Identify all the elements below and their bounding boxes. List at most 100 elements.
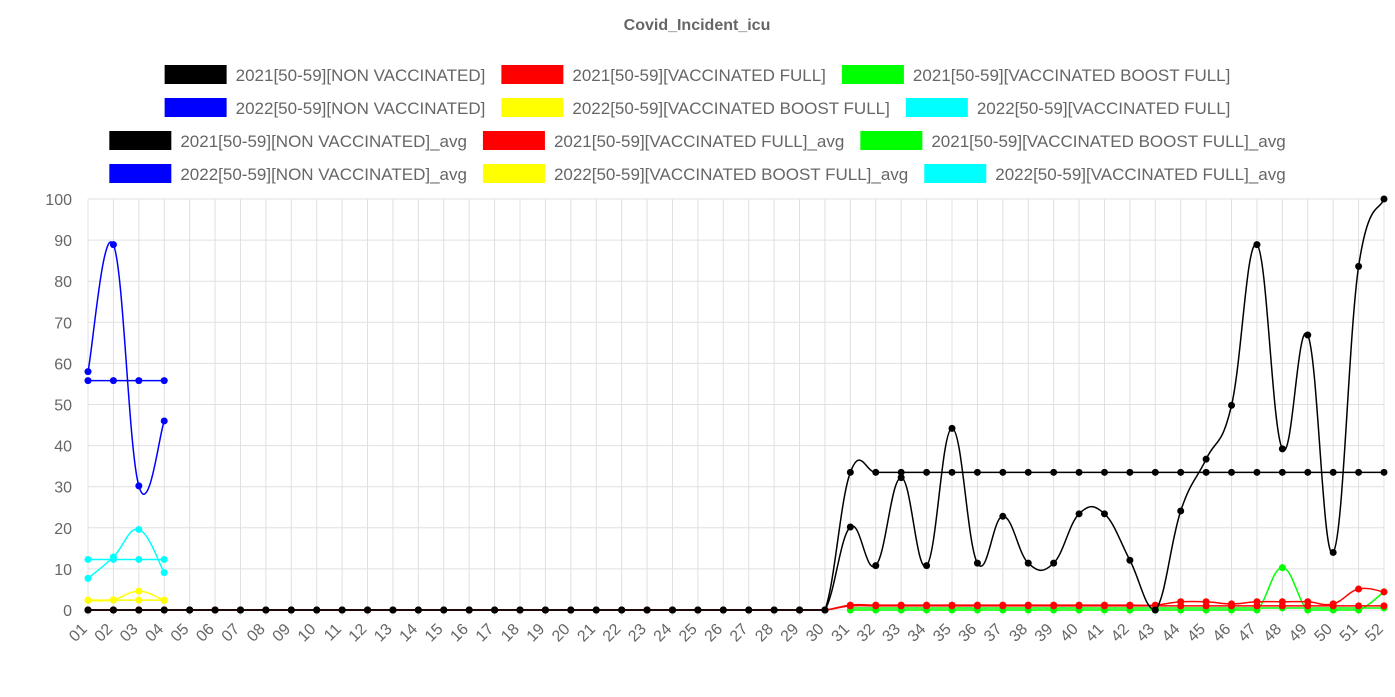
- series-line: [88, 587, 1385, 611]
- data-point: [1278, 468, 1286, 476]
- x-tick-label: 42: [1108, 621, 1133, 646]
- legend-label: 2021[50-59][NON VACCINATED]: [236, 66, 486, 85]
- legend-item-2022-50-59-vaccinated-full-avg[interactable]: 2022[50-59][VACCINATED FULL]_avg: [924, 164, 1286, 184]
- y-tick-label: 80: [54, 274, 72, 291]
- data-point: [160, 606, 168, 614]
- legend-item-2021-50-59-non-vaccinated[interactable]: 2021[50-59][NON VACCINATED]: [164, 65, 486, 85]
- legend-item-2021-50-59-vaccinated-full[interactable]: 2021[50-59][VACCINATED FULL]: [501, 65, 826, 85]
- data-point: [541, 606, 549, 614]
- x-tick-label: 18: [498, 621, 523, 646]
- x-tick-label: 09: [270, 621, 295, 646]
- legend-swatch: [841, 65, 904, 84]
- data-point: [1126, 556, 1134, 564]
- data-point: [135, 377, 143, 385]
- data-point: [1228, 468, 1236, 476]
- x-tick-label: 14: [397, 621, 422, 646]
- data-point: [84, 377, 92, 385]
- data-point: [846, 523, 854, 531]
- data-point: [1355, 602, 1363, 610]
- y-tick-label: 50: [54, 398, 72, 415]
- x-tick-label: 34: [905, 621, 930, 646]
- data-point: [236, 606, 244, 614]
- x-tick-label: 35: [930, 621, 955, 646]
- legend-item-2021-50-59-non-vaccinated-avg[interactable]: 2021[50-59][NON VACCINATED]_avg: [109, 131, 467, 151]
- data-point: [1177, 507, 1185, 515]
- legend-swatch: [905, 98, 968, 117]
- x-tick-label: 29: [778, 621, 803, 646]
- y-axis: 0 10 20 30 40 50 60 70 80 90 100: [45, 192, 72, 620]
- legend-label: 2022[50-59][VACCINATED FULL]_avg: [995, 165, 1285, 184]
- data-point: [618, 606, 626, 614]
- x-tick-label: 06: [193, 621, 218, 646]
- data-point: [84, 368, 92, 376]
- data-point: [745, 606, 753, 614]
- x-tick-label: 43: [1134, 621, 1159, 646]
- data-point: [84, 555, 92, 563]
- legend-item-2022-50-59-vaccinated-full[interactable]: 2022[50-59][VACCINATED FULL]: [905, 98, 1231, 118]
- data-point: [160, 555, 168, 563]
- y-tick-label: 100: [45, 192, 72, 209]
- legend-swatch: [924, 164, 987, 183]
- data-point: [160, 417, 168, 425]
- data-point: [846, 602, 854, 610]
- data-point: [313, 606, 321, 614]
- series-2022-50-59-vaccinated-full: [84, 525, 168, 582]
- data-point: [1355, 585, 1363, 593]
- data-point: [567, 606, 575, 614]
- data-point: [160, 596, 168, 604]
- data-point: [1075, 510, 1083, 518]
- data-point: [1024, 602, 1032, 610]
- data-point: [719, 606, 727, 614]
- data-point: [84, 596, 92, 604]
- data-point: [923, 602, 931, 610]
- data-point: [846, 468, 854, 476]
- series-line: [87, 241, 165, 495]
- data-point: [948, 424, 956, 432]
- legend-item-2021-50-59-vaccinated-boost-full[interactable]: 2021[50-59][VACCINATED BOOST FULL]: [841, 65, 1230, 85]
- data-point: [1253, 468, 1261, 476]
- chart-title: Covid_Incident_icu: [624, 17, 771, 34]
- legend-item-2022-50-59-vaccinated-boost-full[interactable]: 2022[50-59][VACCINATED BOOST FULL]: [501, 98, 890, 118]
- data-point: [1024, 559, 1032, 567]
- data-point: [1100, 468, 1108, 476]
- x-tick-label: 23: [625, 621, 650, 646]
- data-point: [1100, 510, 1108, 518]
- legend-label: 2022[50-59][NON VACCINATED]: [236, 99, 486, 118]
- data-point: [1177, 468, 1185, 476]
- data-point: [1380, 602, 1388, 610]
- x-tick-label: 40: [1057, 621, 1082, 646]
- data-point: [668, 606, 676, 614]
- series-2022-50-59-vaccinated-boost-full-avg: [84, 596, 168, 604]
- legend-item-2022-50-59-non-vaccinated[interactable]: 2022[50-59][NON VACCINATED]: [164, 98, 486, 118]
- data-point: [211, 606, 219, 614]
- x-tick-label: 32: [854, 621, 879, 646]
- legend-item-2022-50-59-vaccinated-boost-full-avg[interactable]: 2022[50-59][VACCINATED BOOST FULL]_avg: [482, 164, 908, 184]
- x-tick-label: 46: [1210, 621, 1235, 646]
- data-point: [1075, 602, 1083, 610]
- legend-swatch: [164, 98, 227, 117]
- legend-label: 2022[50-59][NON VACCINATED]_avg: [180, 165, 467, 184]
- legend-item-2021-50-59-vaccinated-full-avg[interactable]: 2021[50-59][VACCINATED FULL]_avg: [482, 131, 844, 151]
- data-point: [948, 602, 956, 610]
- data-point: [897, 474, 905, 482]
- legend-label: 2022[50-59][VACCINATED BOOST FULL]_avg: [554, 165, 908, 184]
- data-point: [999, 602, 1007, 610]
- series-2021-50-59-non-vaccinated-avg: [84, 459, 1388, 614]
- x-tick-label: 13: [371, 621, 396, 646]
- legend-item-2021-50-59-vaccinated-boost-full-avg[interactable]: 2021[50-59][VACCINATED BOOST FULL]_avg: [860, 131, 1286, 151]
- y-tick-label: 90: [54, 233, 72, 250]
- x-tick-label: 52: [1362, 621, 1387, 646]
- data-point: [135, 596, 143, 604]
- plot-area: [84, 195, 1388, 614]
- x-tick-label: 12: [346, 621, 371, 646]
- legend-swatch: [501, 65, 564, 84]
- x-tick-label: 19: [524, 621, 549, 646]
- x-tick-label: 04: [142, 621, 167, 646]
- x-tick-label: 17: [473, 621, 498, 646]
- data-point: [1304, 468, 1312, 476]
- legend-item-2022-50-59-non-vaccinated-avg[interactable]: 2022[50-59][NON VACCINATED]_avg: [109, 164, 467, 184]
- data-point: [1100, 602, 1108, 610]
- x-tick-label: 51: [1337, 621, 1362, 646]
- data-point: [1151, 468, 1159, 476]
